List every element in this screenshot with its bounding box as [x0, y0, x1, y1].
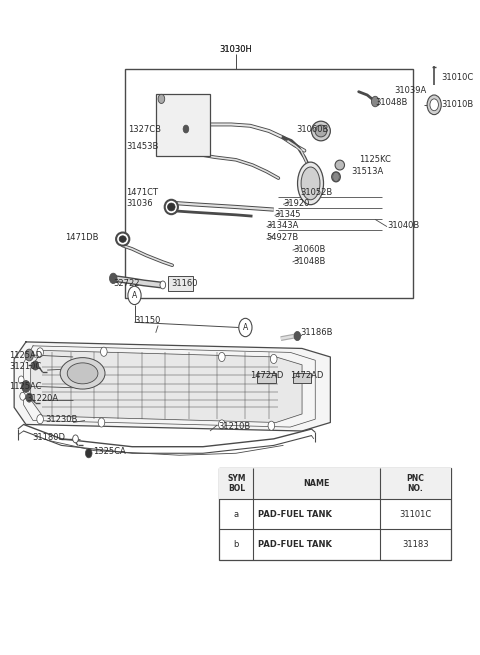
Ellipse shape: [60, 358, 105, 389]
Polygon shape: [14, 342, 330, 431]
Text: 31036: 31036: [126, 199, 153, 208]
Circle shape: [270, 354, 277, 364]
Text: 31210C: 31210C: [10, 362, 42, 371]
Circle shape: [85, 449, 92, 458]
Text: PAD-FUEL TANK: PAD-FUEL TANK: [258, 540, 332, 550]
Circle shape: [160, 281, 166, 289]
Text: 1125AD: 1125AD: [10, 351, 43, 360]
Text: 1471CT: 1471CT: [126, 188, 158, 197]
Ellipse shape: [312, 121, 330, 141]
Circle shape: [25, 349, 34, 361]
Text: 1472AD: 1472AD: [290, 371, 323, 380]
Text: 31150: 31150: [134, 316, 161, 326]
Text: 31048B: 31048B: [294, 257, 326, 266]
Text: 31160: 31160: [171, 279, 197, 288]
Text: 31040B: 31040B: [387, 221, 419, 231]
Text: A: A: [132, 291, 137, 300]
Circle shape: [37, 415, 43, 424]
Circle shape: [72, 435, 78, 443]
Ellipse shape: [332, 172, 340, 182]
Ellipse shape: [165, 200, 178, 214]
Circle shape: [268, 421, 275, 430]
Bar: [219, 468, 451, 560]
Circle shape: [218, 420, 225, 429]
Text: 31513A: 31513A: [351, 167, 384, 176]
Text: 31030H: 31030H: [219, 45, 252, 54]
Circle shape: [372, 96, 379, 107]
Text: PNC
NO.: PNC NO.: [407, 474, 424, 493]
Polygon shape: [31, 350, 302, 422]
Circle shape: [109, 273, 117, 284]
Text: 31210B: 31210B: [218, 422, 250, 431]
Ellipse shape: [298, 162, 324, 205]
Text: 31010B: 31010B: [441, 100, 473, 109]
Circle shape: [37, 348, 43, 357]
Text: 32722: 32722: [113, 279, 140, 288]
Text: 31039A: 31039A: [394, 86, 426, 95]
Circle shape: [20, 392, 25, 400]
Circle shape: [26, 393, 33, 402]
Text: 31060B: 31060B: [296, 125, 329, 134]
Ellipse shape: [116, 233, 129, 246]
Bar: [156, 94, 210, 156]
Text: 31030H: 31030H: [219, 45, 252, 54]
Text: 1327CB: 1327CB: [128, 125, 161, 134]
Text: 1125AC: 1125AC: [10, 382, 42, 391]
Text: 1125KC: 1125KC: [359, 155, 391, 164]
Text: 31010C: 31010C: [441, 73, 473, 82]
Text: 31180D: 31180D: [32, 433, 65, 442]
Circle shape: [294, 331, 300, 341]
Circle shape: [239, 318, 252, 337]
Circle shape: [98, 418, 105, 427]
Circle shape: [128, 286, 141, 305]
Text: 31052B: 31052B: [300, 188, 332, 197]
Ellipse shape: [430, 99, 438, 111]
Text: 31345: 31345: [275, 210, 301, 219]
Text: 1325CA: 1325CA: [93, 447, 126, 457]
Bar: [219, 468, 451, 499]
Text: 31220A: 31220A: [26, 394, 58, 403]
Text: 54927B: 54927B: [267, 233, 299, 242]
Circle shape: [32, 361, 39, 370]
Ellipse shape: [427, 95, 441, 115]
Text: A: A: [243, 323, 248, 332]
Circle shape: [218, 352, 225, 362]
Circle shape: [158, 94, 165, 103]
Ellipse shape: [335, 160, 345, 170]
Text: PAD-FUEL TANK: PAD-FUEL TANK: [258, 510, 332, 519]
Circle shape: [333, 172, 339, 181]
Ellipse shape: [301, 167, 320, 200]
Text: b: b: [234, 540, 239, 550]
Text: 31186B: 31186B: [300, 328, 333, 337]
Ellipse shape: [168, 203, 175, 211]
Circle shape: [100, 347, 107, 356]
Ellipse shape: [119, 236, 126, 242]
Ellipse shape: [67, 363, 98, 384]
Circle shape: [22, 381, 30, 392]
Text: 31101C: 31101C: [399, 510, 432, 519]
Bar: [125, 69, 413, 298]
Text: 31453B: 31453B: [126, 142, 159, 151]
Text: 31920: 31920: [283, 199, 310, 208]
Text: 31060B: 31060B: [294, 245, 326, 254]
Bar: [257, 373, 276, 383]
Ellipse shape: [315, 125, 327, 137]
Text: 1472AD: 1472AD: [250, 371, 284, 380]
Circle shape: [18, 376, 24, 384]
Text: 31048B: 31048B: [375, 98, 408, 107]
Text: 31183: 31183: [402, 540, 429, 550]
Text: 31343A: 31343A: [267, 221, 299, 231]
Text: 31230B: 31230B: [45, 415, 77, 424]
Bar: [293, 373, 312, 383]
Text: NAME: NAME: [303, 479, 330, 488]
Text: a: a: [234, 510, 239, 519]
Text: 1471DB: 1471DB: [65, 233, 98, 242]
Text: SYM
BOL: SYM BOL: [227, 474, 246, 493]
Circle shape: [183, 125, 189, 133]
Bar: [168, 276, 193, 291]
